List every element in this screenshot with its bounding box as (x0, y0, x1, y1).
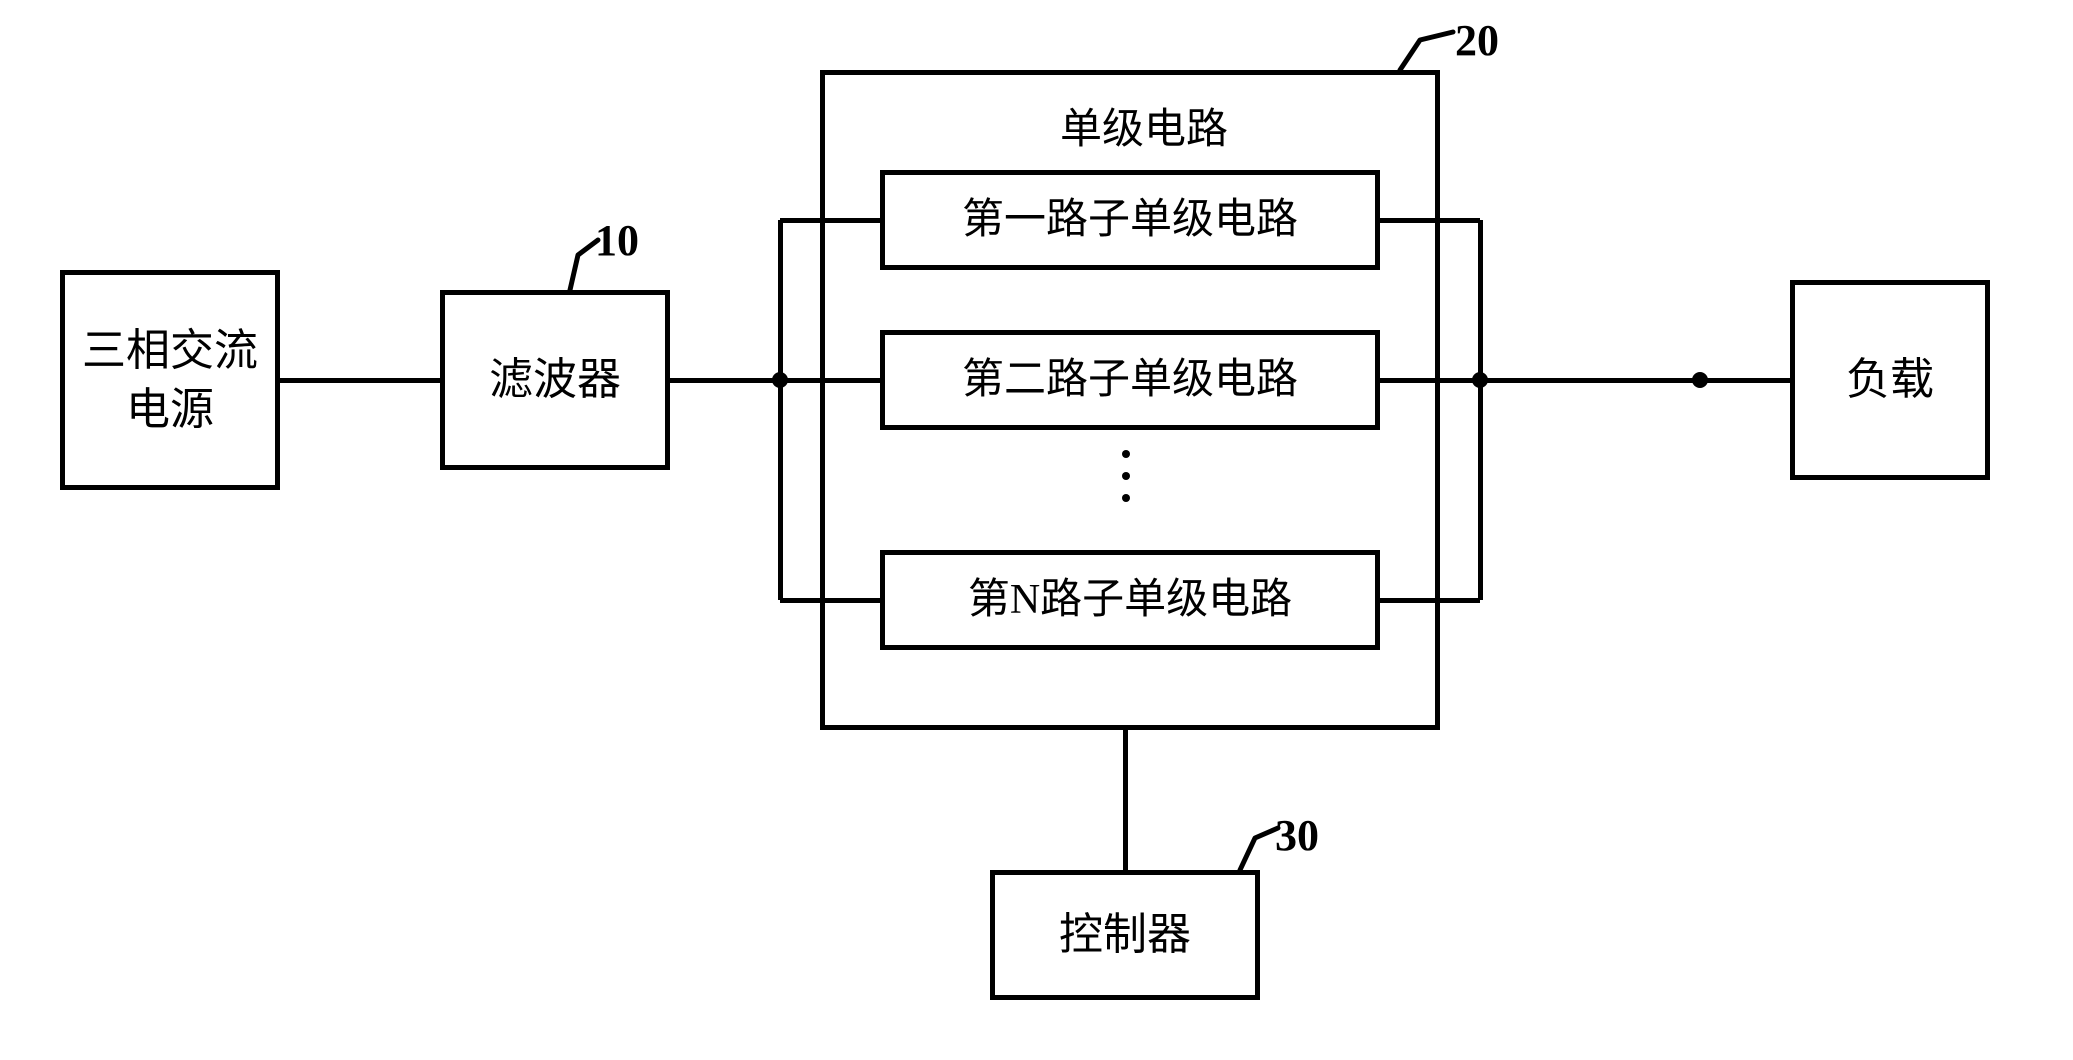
leader-l30 (0, 0, 2073, 1060)
diagram-canvas: 单级电路三相交流 电源滤波器负载控制器第一路子单级电路第二路子单级电路第N路子单… (0, 0, 2073, 1060)
